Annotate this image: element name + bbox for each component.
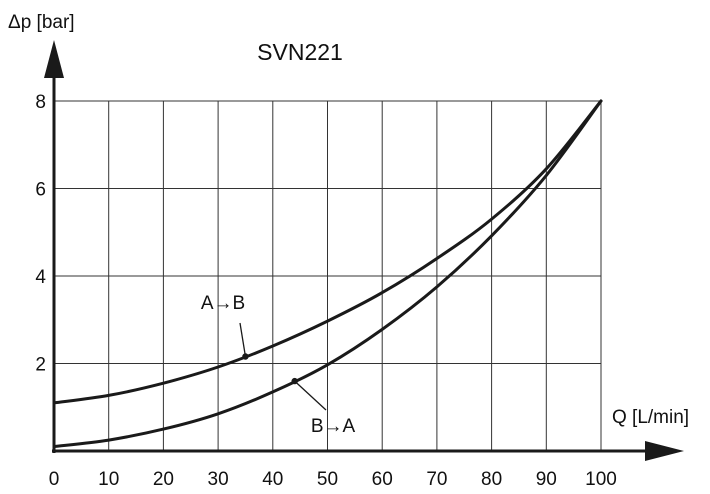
y-axis-arrowhead xyxy=(44,40,64,78)
y-tick-label: 2 xyxy=(35,355,46,376)
x-tick-label: 90 xyxy=(536,469,557,490)
x-tick-label: 80 xyxy=(481,469,502,490)
series xyxy=(52,99,603,449)
x-axis-arrowhead xyxy=(645,441,684,461)
y-tick-label: 8 xyxy=(35,92,46,113)
x-tick-label: 20 xyxy=(153,469,174,490)
y-tick-label: 6 xyxy=(35,180,46,201)
annotation-leader-line xyxy=(294,380,327,411)
y-axis-title: Δp [bar] xyxy=(8,12,75,33)
chart-title: SVN221 xyxy=(257,39,343,65)
series-line-b-to-a xyxy=(52,99,603,449)
annotation-leader-line xyxy=(239,322,247,357)
series-label: A→B xyxy=(201,293,245,314)
series-label: B→A xyxy=(311,416,356,437)
x-tick-label: 30 xyxy=(208,469,229,490)
tick-labels: 0 10 20 30 40 50 60 70 80 90 100 2 4 6 8 xyxy=(35,92,616,490)
annotation-marker xyxy=(242,353,249,360)
grid xyxy=(54,100,602,451)
x-tick-label: 10 xyxy=(98,469,119,490)
annotations: A→B B→A xyxy=(201,293,356,437)
y-tick-label: 4 xyxy=(35,267,46,288)
x-tick-label: 0 xyxy=(49,469,60,490)
x-tick-label: 70 xyxy=(426,469,447,490)
series-line-a-to-b xyxy=(52,99,603,405)
axes xyxy=(44,40,684,461)
x-axis-title: Q [L/min] xyxy=(612,407,689,428)
x-tick-label: 100 xyxy=(585,469,617,490)
x-tick-label: 40 xyxy=(262,469,283,490)
x-tick-label: 50 xyxy=(317,469,338,490)
annotation-marker xyxy=(291,377,298,385)
x-tick-label: 60 xyxy=(372,469,393,490)
